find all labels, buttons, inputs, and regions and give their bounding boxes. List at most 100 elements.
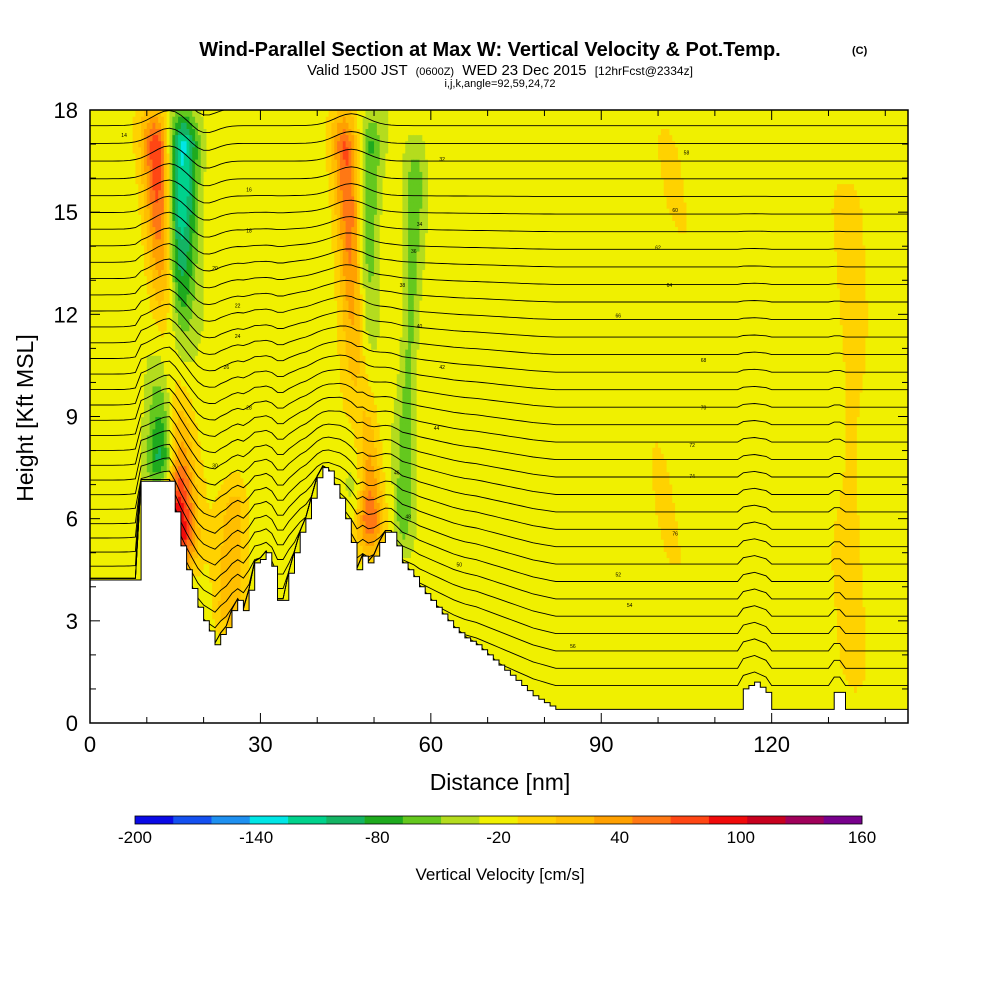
field-cell bbox=[129, 428, 134, 436]
field-cell bbox=[183, 336, 188, 344]
field-cell bbox=[124, 269, 128, 277]
field-cell bbox=[152, 244, 156, 252]
field-cell bbox=[152, 128, 156, 136]
field-cell bbox=[104, 189, 108, 197]
field-cell bbox=[146, 465, 151, 473]
field-cell bbox=[180, 526, 185, 534]
field-cell bbox=[98, 183, 102, 191]
field-cell bbox=[107, 453, 111, 461]
field-cell bbox=[129, 116, 134, 123]
field-cell bbox=[132, 465, 137, 473]
field-cell bbox=[104, 195, 108, 203]
field-cell bbox=[141, 269, 145, 277]
field-cell bbox=[178, 434, 182, 442]
field-cell bbox=[126, 159, 131, 166]
field-cell bbox=[124, 575, 128, 583]
field-cell bbox=[186, 545, 191, 552]
field-cell bbox=[180, 447, 185, 454]
field-cell bbox=[143, 244, 148, 252]
field-cell bbox=[180, 152, 185, 160]
field-cell bbox=[124, 275, 128, 283]
field-cell bbox=[172, 232, 176, 240]
field-cell bbox=[166, 300, 171, 307]
field-cell bbox=[126, 483, 131, 491]
field-cell bbox=[104, 471, 108, 479]
field-cell bbox=[112, 434, 117, 442]
field-cell bbox=[172, 281, 176, 289]
field-cell bbox=[104, 318, 108, 326]
field-cell bbox=[155, 257, 159, 264]
field-cell bbox=[152, 330, 156, 338]
field-cell bbox=[101, 165, 105, 172]
field-cell bbox=[158, 177, 162, 185]
field-cell bbox=[180, 422, 185, 430]
field-cell bbox=[112, 496, 117, 503]
field-cell bbox=[175, 398, 179, 405]
field-cell bbox=[132, 539, 137, 546]
field-cell bbox=[129, 110, 134, 117]
field-cell bbox=[163, 342, 168, 350]
field-cell bbox=[141, 324, 145, 332]
field-cell bbox=[163, 324, 168, 332]
field-cell bbox=[112, 318, 117, 326]
field-cell bbox=[180, 324, 185, 332]
field-cell bbox=[98, 422, 102, 430]
field-cell bbox=[175, 502, 179, 510]
field-cell bbox=[158, 404, 162, 411]
field-cell bbox=[169, 342, 173, 350]
field-cell bbox=[90, 171, 94, 179]
field-cell bbox=[121, 342, 125, 350]
field-cell bbox=[135, 226, 139, 234]
field-cell bbox=[186, 293, 191, 301]
field-cell bbox=[101, 324, 105, 332]
field-cell bbox=[90, 146, 94, 154]
field-cell bbox=[101, 293, 105, 301]
field-cell bbox=[178, 490, 182, 497]
field-cell bbox=[161, 116, 165, 123]
field-cell bbox=[183, 428, 188, 436]
field-cell bbox=[138, 520, 142, 528]
field-cell bbox=[129, 557, 134, 565]
field-cell bbox=[115, 257, 119, 264]
field-cell bbox=[163, 263, 168, 270]
field-cell bbox=[118, 232, 122, 240]
field-cell bbox=[178, 134, 182, 142]
field-cell bbox=[90, 257, 94, 264]
field-cell bbox=[115, 116, 119, 123]
field-cell bbox=[124, 545, 128, 552]
field-cell bbox=[141, 275, 145, 283]
field-cell bbox=[161, 391, 165, 399]
field-cell bbox=[143, 330, 148, 338]
field-cell bbox=[90, 263, 94, 270]
field-cell bbox=[129, 250, 134, 258]
field-cell bbox=[104, 232, 108, 240]
field-cell bbox=[155, 281, 159, 289]
field-cell bbox=[158, 342, 162, 350]
field-cell bbox=[101, 238, 105, 246]
field-cell bbox=[149, 146, 154, 154]
field-cell bbox=[158, 171, 162, 179]
field-cell bbox=[90, 532, 94, 540]
field-cell bbox=[166, 312, 171, 320]
field-cell bbox=[152, 152, 156, 160]
field-cell bbox=[90, 526, 94, 534]
field-cell bbox=[126, 134, 131, 142]
field-cell bbox=[107, 281, 111, 289]
field-cell bbox=[180, 496, 185, 503]
field-cell bbox=[163, 471, 168, 479]
field-cell bbox=[101, 152, 105, 160]
field-cell bbox=[124, 520, 128, 528]
field-cell bbox=[129, 269, 134, 277]
field-cell bbox=[152, 110, 156, 117]
field-cell bbox=[107, 244, 111, 252]
field-cell bbox=[92, 244, 97, 252]
field-cell bbox=[126, 539, 131, 546]
field-cell bbox=[175, 330, 179, 338]
field-cell bbox=[143, 336, 148, 344]
field-cell bbox=[183, 152, 188, 160]
field-cell bbox=[101, 312, 105, 320]
field-cell bbox=[175, 355, 179, 362]
field-cell bbox=[178, 122, 182, 129]
field-cell bbox=[155, 391, 159, 399]
field-cell bbox=[141, 336, 145, 344]
